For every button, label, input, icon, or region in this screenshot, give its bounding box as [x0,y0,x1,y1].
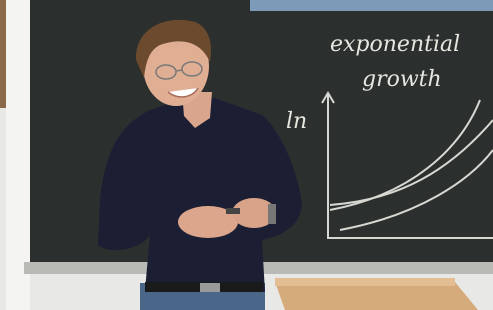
chalk-text: exponential [330,32,460,57]
photo: exponential growth ln [0,0,493,310]
chalk-axis-label: ln [286,109,307,134]
blue-strip [250,0,493,11]
belt-buckle [200,283,220,292]
page: {"chalkboard": {"lines": ["exponential",… [0,0,493,310]
podium-top [275,278,455,286]
left-edge-object [0,0,6,108]
watch [268,204,276,224]
podium [275,282,478,310]
clicker [226,208,240,214]
chalk-text: growth [362,67,442,92]
